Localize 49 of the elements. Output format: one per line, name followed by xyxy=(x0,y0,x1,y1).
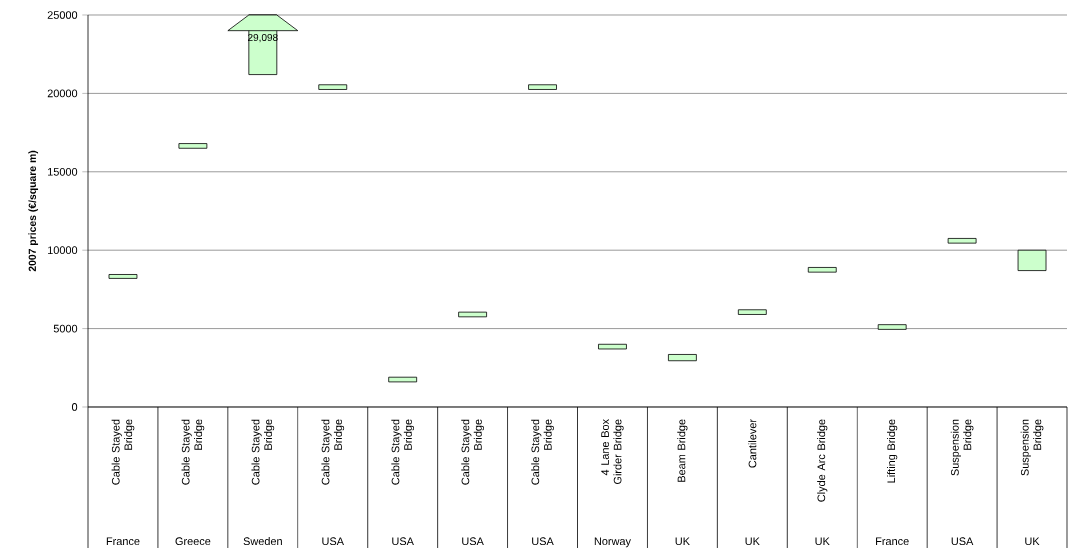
text: UK xyxy=(675,537,690,546)
bar xyxy=(318,84,348,90)
bar xyxy=(528,84,557,90)
bar xyxy=(807,267,837,273)
y-tick-label: 0 xyxy=(71,403,78,411)
bar xyxy=(458,311,487,318)
x-tick-label: Cable Stayed Bridge xyxy=(251,419,275,485)
x-tick-label: Suspension Bridge xyxy=(950,419,974,476)
bar xyxy=(947,238,977,244)
bar xyxy=(668,354,697,362)
bar xyxy=(388,376,418,383)
bar xyxy=(598,343,627,350)
x-tick-label: Cable Stayed Bridge xyxy=(461,419,484,485)
text: USA xyxy=(322,537,344,546)
text: USA xyxy=(462,537,484,546)
y-tick-label: 15000 xyxy=(48,167,78,176)
annotation: 29,098 xyxy=(248,33,278,43)
bar xyxy=(108,274,138,279)
text: Greece xyxy=(175,537,211,546)
text: France xyxy=(106,537,140,546)
x-tick-label: Suspension Bridge xyxy=(1020,419,1044,476)
x-tick-label: Cable Stayed Bridge xyxy=(531,419,554,485)
text: UK xyxy=(745,537,760,546)
text: Norway xyxy=(594,537,631,548)
text: UK xyxy=(1025,537,1040,546)
bar xyxy=(1017,249,1047,271)
x-tick-label: Clyde Arc Bridge xyxy=(817,419,828,502)
bar xyxy=(877,324,907,330)
y-tick-label: 20000 xyxy=(47,89,78,98)
x-tick-label: Cable Stayed Bridge xyxy=(321,419,345,485)
x-tick-label: Cable Stayed Bridge xyxy=(111,419,135,485)
y-tick-label: 5000 xyxy=(53,324,78,333)
text: USA xyxy=(392,537,414,546)
text: UK xyxy=(815,537,830,546)
text: Sweden xyxy=(243,537,282,546)
y-axis-title: 2007 prices (€/square m) xyxy=(28,150,39,272)
bar xyxy=(737,309,767,315)
y-tick-label: 25000 xyxy=(47,11,78,19)
x-tick-label: Lifting Bridge xyxy=(887,419,898,483)
x-tick-label: Cable Stayed Bridge xyxy=(391,419,415,485)
text: USA xyxy=(951,537,974,546)
text: USA xyxy=(532,537,554,546)
text: France xyxy=(876,537,909,546)
x-tick-label: Beam Bridge xyxy=(677,419,688,482)
bar xyxy=(178,143,208,149)
x-tick-label: Cable Stayed Bridge xyxy=(181,419,205,485)
x-tick-label: 4 Lane Box Girder Bridge xyxy=(601,419,624,485)
x-tick-label: Cantilever xyxy=(748,419,757,468)
y-tick-label: 10000 xyxy=(48,246,78,255)
